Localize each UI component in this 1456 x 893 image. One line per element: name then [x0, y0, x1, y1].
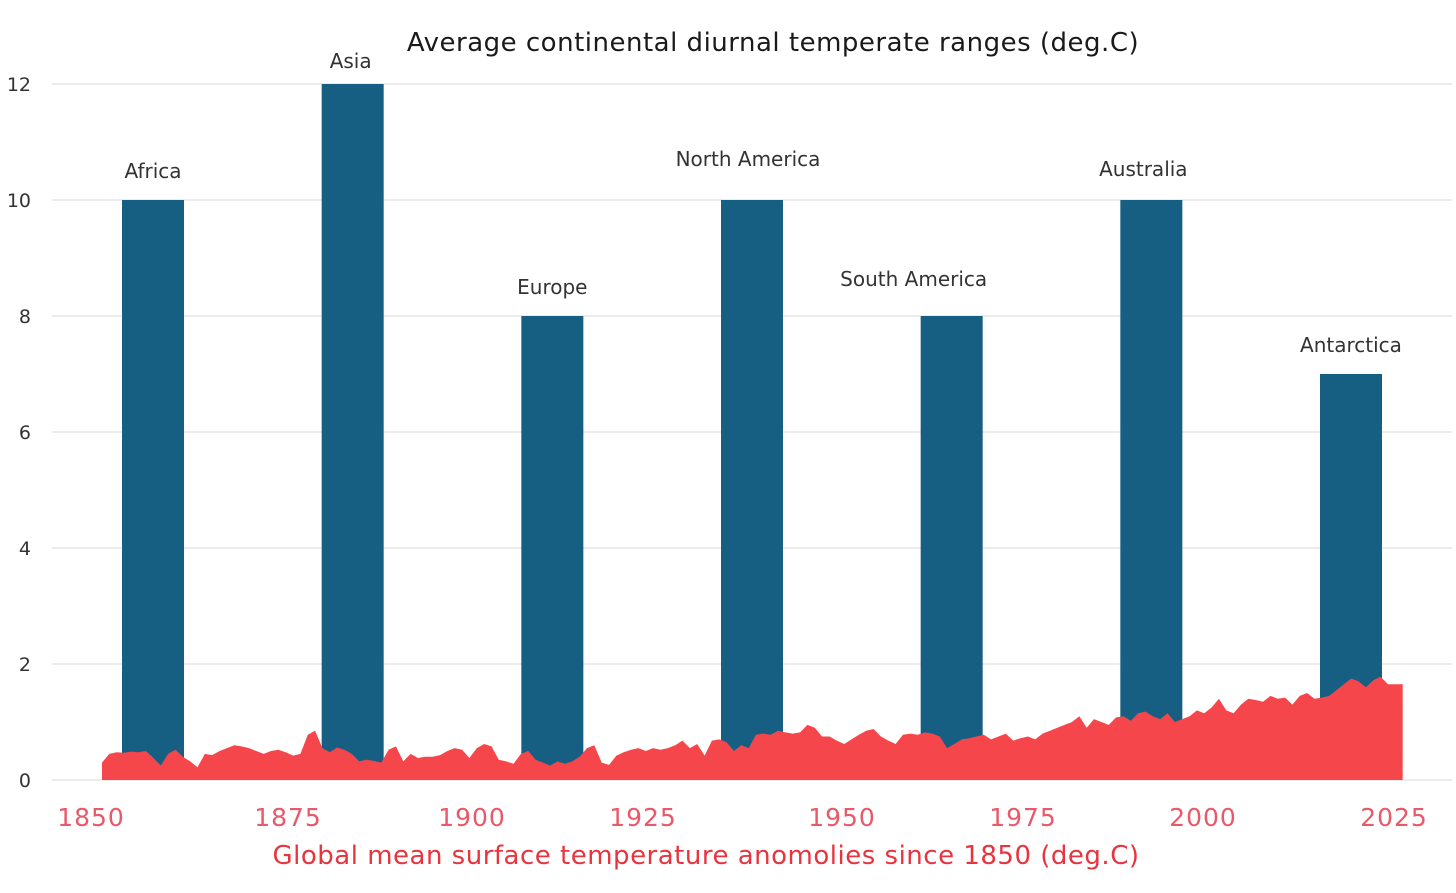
bar-asia — [321, 84, 384, 780]
bars — [122, 84, 1382, 780]
y-tick-label: 8 — [19, 306, 31, 328]
y-tick-label: 0 — [19, 770, 31, 792]
x-axis-label: Global mean surface temperature anomolie… — [272, 841, 1139, 871]
chart-title: Average continental diurnal temperate ra… — [407, 28, 1139, 58]
bar-label-asia: Asia — [330, 49, 372, 73]
bar-north-america — [721, 200, 783, 780]
x-tick-label: 1900 — [438, 803, 506, 832]
bar-labels: Africa Asia Europe North America South Ameri… — [124, 49, 1401, 357]
bar-label-australia: Australia — [1099, 157, 1187, 181]
x-tick-label: 2025 — [1360, 803, 1428, 832]
x-tick-label: 1875 — [254, 803, 322, 832]
temperature-area — [102, 676, 1403, 780]
bar-label-antarctica: Antarctica — [1300, 333, 1402, 357]
bar-label-europe: Europe — [517, 275, 587, 299]
x-tick-label: 1925 — [609, 803, 677, 832]
y-axis-ticks: 0 2 4 6 8 10 12 — [7, 74, 31, 792]
bar-label-south-america: South America — [840, 267, 987, 291]
bar-europe — [521, 316, 584, 780]
x-tick-label: 1950 — [808, 803, 876, 832]
x-tick-label: 2000 — [1169, 803, 1237, 832]
x-tick-label: 1975 — [989, 803, 1057, 832]
y-tick-label: 12 — [7, 74, 31, 96]
x-axis-ticks: 1850 1875 1900 1925 1950 1975 2000 2025 — [57, 803, 1428, 832]
y-tick-label: 4 — [19, 538, 31, 560]
bar-australia — [1120, 200, 1183, 780]
bar-label-north-america: North America — [676, 147, 821, 171]
x-tick-label: 1850 — [57, 803, 125, 832]
bar-africa — [122, 200, 184, 780]
temperature-anomaly-area — [102, 676, 1403, 780]
bar-south-america — [920, 316, 983, 780]
y-tick-label: 2 — [19, 654, 31, 676]
y-tick-label: 10 — [7, 190, 31, 212]
y-tick-label: 6 — [19, 422, 31, 444]
bar-label-africa: Africa — [124, 159, 181, 183]
